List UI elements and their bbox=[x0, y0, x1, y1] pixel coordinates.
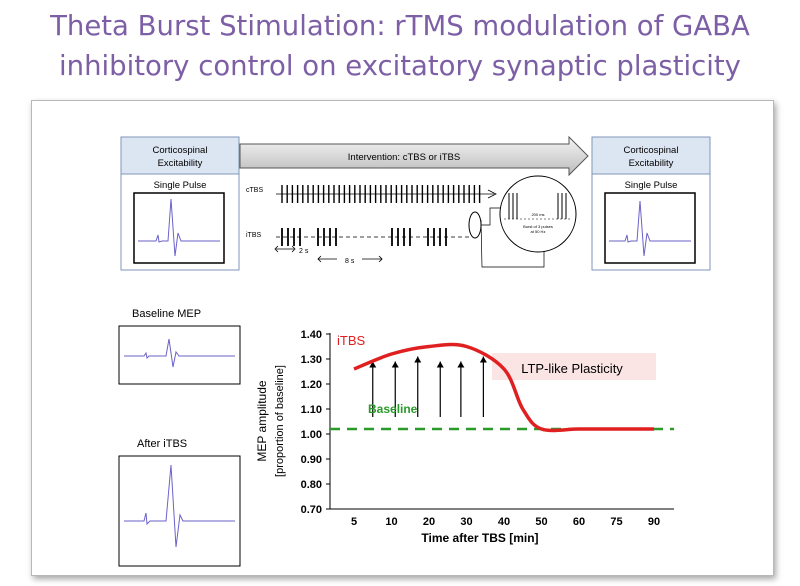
x-tick-label: 50 bbox=[535, 516, 547, 528]
y-tick-label: 1.40 bbox=[301, 329, 322, 341]
slide-title-line2: inhibitory control on excitatory synapti… bbox=[59, 50, 741, 82]
ltp-annotation: LTP-like Plasticity bbox=[521, 361, 623, 376]
mep-chart: 0.70 0.80 0.90 1.00 1.10 1.20 1.30 1.40 5 10 20 30… bbox=[255, 329, 674, 545]
x-tick-label: 30 bbox=[460, 516, 472, 528]
rise-arrowhead bbox=[436, 361, 444, 368]
y-tick-label: 1.10 bbox=[301, 404, 322, 416]
zoom-pulses bbox=[508, 193, 567, 219]
zoom-burst-line2: at 50 Hz bbox=[531, 229, 546, 234]
y-tick-label: 0.70 bbox=[301, 504, 322, 516]
itbs-curve bbox=[353, 342, 654, 433]
baseline-mep-label: Baseline MEP bbox=[132, 308, 201, 320]
x-ticks: 5 10 20 30 40 50 60 75 90 bbox=[351, 516, 660, 528]
y-tick-label: 1.20 bbox=[301, 379, 322, 391]
y-tick-label: 0.90 bbox=[301, 454, 322, 466]
ltp-box bbox=[492, 353, 656, 380]
slide-title: Theta Burst Stimulation: rTMS modulation… bbox=[0, 6, 800, 86]
ctbs-arrowhead bbox=[487, 189, 497, 199]
post-box-trace bbox=[609, 200, 691, 257]
figure-panel: Corticospinal Excitability Single Pulse … bbox=[31, 100, 774, 576]
post-box-header-2: Excitability bbox=[629, 158, 674, 169]
x-tick-label: 60 bbox=[573, 516, 585, 528]
chart-ylabel-1: MEP amplitude bbox=[255, 380, 269, 461]
zoom-inset: 200 ms Burst of 3 pulses at 50 Hz bbox=[468, 175, 577, 268]
ctbs-label: cTBS bbox=[246, 187, 263, 194]
x-tick-label: 10 bbox=[385, 516, 397, 528]
zoom-top-label: 200 ms bbox=[531, 212, 544, 217]
baseline-label: Baseline bbox=[368, 402, 418, 416]
after-itbs-frame bbox=[118, 455, 241, 567]
itbs-series-label: iTBS bbox=[337, 333, 366, 348]
pre-excitability-box: Corticospinal Excitability Single Pulse bbox=[120, 136, 240, 271]
post-excitability-box: Corticospinal Excitability Single Pulse bbox=[591, 136, 711, 271]
y-tick-label: 1.30 bbox=[301, 354, 322, 366]
y-ticks: 0.70 0.80 0.90 1.00 1.10 1.20 1.30 1.40 bbox=[301, 329, 330, 516]
rise-arrowhead bbox=[369, 361, 377, 368]
rise-arrowhead bbox=[479, 356, 487, 363]
chart-ylabel-2: [proportion of baseline] bbox=[274, 365, 286, 477]
pre-box-header-2: Excitability bbox=[158, 158, 203, 169]
zoom-burst-line1: Burst of 3 pulses bbox=[523, 224, 553, 229]
baseline-mep-frame bbox=[118, 325, 241, 385]
x-tick-label: 90 bbox=[648, 516, 660, 528]
intervention-label: Intervention: cTBS or iTBS bbox=[348, 152, 460, 163]
x-tick-label: 20 bbox=[423, 516, 435, 528]
baseline-mep-trace bbox=[124, 338, 235, 368]
post-box-header-1: Corticospinal bbox=[624, 145, 679, 156]
post-box-trace-frame bbox=[604, 192, 696, 264]
rise-arrows bbox=[369, 356, 487, 417]
x-tick-label: 5 bbox=[351, 516, 357, 528]
after-itbs-label: After iTBS bbox=[137, 438, 187, 450]
y-tick-label: 1.00 bbox=[301, 429, 322, 441]
post-box-label: Single Pulse bbox=[625, 180, 678, 191]
x-tick-label: 40 bbox=[498, 516, 510, 528]
slide-title-line1: Theta Burst Stimulation: rTMS modulation… bbox=[50, 10, 750, 42]
interval-8s: 8 s bbox=[345, 258, 355, 265]
after-itbs-trace bbox=[124, 464, 235, 548]
rise-arrowhead bbox=[414, 356, 422, 363]
itbs-interval-markers: 2 s 8 s bbox=[274, 245, 383, 265]
pre-box-label: Single Pulse bbox=[154, 180, 207, 191]
y-tick-label: 0.80 bbox=[301, 479, 322, 491]
pre-box-header-1: Corticospinal bbox=[153, 145, 208, 156]
figure-svg: Corticospinal Excitability Single Pulse … bbox=[118, 135, 711, 567]
interval-2s: 2 s bbox=[299, 248, 309, 255]
rise-arrowhead bbox=[391, 361, 399, 368]
pre-box-trace-frame bbox=[133, 192, 225, 264]
itbs-label: iTBS bbox=[246, 232, 262, 239]
chart-xlabel: Time after TBS [min] bbox=[421, 531, 538, 545]
intervention-arrow: Intervention: cTBS or iTBS bbox=[239, 135, 589, 177]
pre-box-trace bbox=[138, 198, 220, 257]
rise-arrowhead bbox=[457, 361, 465, 368]
x-tick-label: 75 bbox=[610, 516, 622, 528]
